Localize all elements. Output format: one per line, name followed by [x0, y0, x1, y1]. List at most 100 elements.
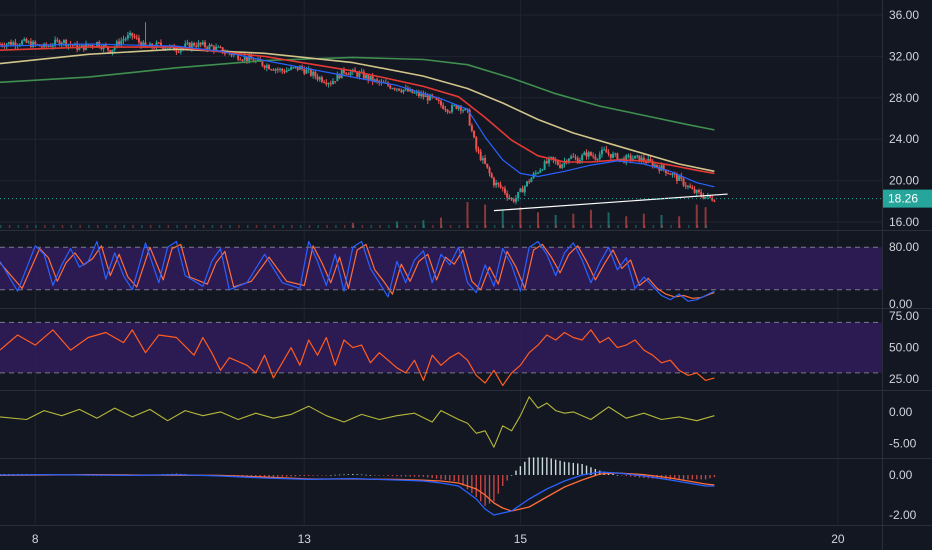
candle-body [305, 69, 308, 74]
volume-bar [695, 204, 698, 228]
candle-body [506, 193, 509, 198]
candle-body [501, 187, 504, 189]
macd-histogram-bar [629, 475, 632, 477]
candle-body [316, 76, 319, 80]
price-tick-label: 32.00 [889, 49, 919, 63]
macd-histogram-bar [537, 457, 539, 475]
candle-body [620, 158, 623, 160]
macd-histogram-bar [502, 475, 504, 486]
volume-bar [652, 225, 655, 228]
macd-histogram-bar [369, 475, 372, 476]
candle-body [645, 161, 648, 163]
candle-body [477, 149, 480, 152]
rsi-tick-label: 50.00 [889, 341, 919, 355]
candle-body [486, 163, 489, 168]
candle-body [658, 167, 661, 171]
volume-bar [414, 225, 417, 228]
candle-body [664, 169, 667, 174]
macd-histogram-bar [506, 475, 508, 481]
candle-body [329, 83, 332, 85]
candle-body [508, 197, 511, 199]
candle-body [197, 42, 200, 47]
candle-body [636, 155, 639, 157]
candle-body [303, 68, 306, 74]
macd-histogram-bar [541, 457, 544, 475]
candle-body [556, 161, 559, 165]
candle-body [296, 66, 299, 70]
candle-body [331, 81, 334, 85]
macd-histogram-bar [497, 475, 500, 494]
candle-body [365, 74, 368, 79]
candle-body [290, 67, 293, 70]
candle-body [548, 157, 551, 164]
macd-histogram-bar [387, 475, 389, 476]
candle-body [625, 155, 628, 163]
volume-bar [202, 225, 205, 228]
candle-body [241, 60, 244, 62]
macd-histogram-bar [422, 475, 425, 477]
candle-body [428, 94, 431, 101]
candle-body [7, 42, 10, 45]
stochastic-d-line [0, 243, 715, 299]
macd-histogram-bar [471, 475, 473, 494]
candle-body [468, 109, 471, 126]
candle-body [585, 152, 588, 157]
candle-body [107, 46, 110, 51]
candle-body [693, 188, 696, 193]
candle-body [541, 169, 544, 171]
candle-body [71, 44, 74, 46]
macd-histogram-bar [462, 475, 464, 486]
candle-body [345, 72, 348, 75]
candle-body [442, 105, 445, 110]
candle-body [62, 40, 65, 43]
macd-histogram-bar [272, 475, 275, 477]
macd-histogram-bar [510, 475, 513, 476]
macd-histogram-bar [590, 467, 592, 475]
candle-body [78, 46, 81, 50]
candle-body [292, 67, 295, 69]
candle-body [131, 32, 134, 37]
candle-body [184, 43, 187, 48]
volume-bar [519, 207, 522, 228]
candle-body [702, 196, 705, 199]
candle-body [314, 71, 317, 77]
candle-body [400, 90, 403, 92]
candle-body [47, 45, 50, 47]
volume-bar [370, 225, 372, 228]
candle-body [12, 42, 15, 45]
candle-body [481, 158, 484, 161]
price-tick-label: 36.00 [889, 8, 919, 22]
candle-body [594, 156, 597, 160]
candle-body [662, 165, 665, 170]
support-trendline[interactable] [493, 193, 728, 212]
candle-body [503, 188, 506, 194]
volume-bar [395, 221, 398, 228]
candle-body [517, 191, 520, 199]
candle-body [362, 71, 365, 79]
candle-body [426, 95, 429, 101]
candle-body [631, 158, 634, 160]
volume-bar [176, 225, 178, 228]
date-tick-label: 15 [514, 532, 528, 546]
macd-histogram-bar [294, 475, 297, 477]
macd-histogram-bar [581, 464, 583, 475]
volume-bar [467, 225, 469, 228]
candle-body [215, 46, 218, 51]
candle-body [603, 149, 606, 151]
candle-body [135, 37, 138, 39]
candle-body [338, 73, 341, 79]
volume-bar [466, 202, 469, 228]
candle-body [29, 41, 32, 48]
candle-body [616, 153, 619, 161]
candle-body [570, 156, 573, 159]
macd-histogram-bar [484, 475, 486, 506]
volume-bar [88, 225, 90, 228]
macd-line [0, 471, 715, 516]
candle-body [0, 43, 1, 45]
candle-body [239, 59, 242, 61]
macd-histogram-bar [550, 458, 552, 475]
volume-bar [484, 204, 487, 228]
volume-bar [529, 225, 531, 228]
macd-histogram-bar [479, 475, 482, 502]
